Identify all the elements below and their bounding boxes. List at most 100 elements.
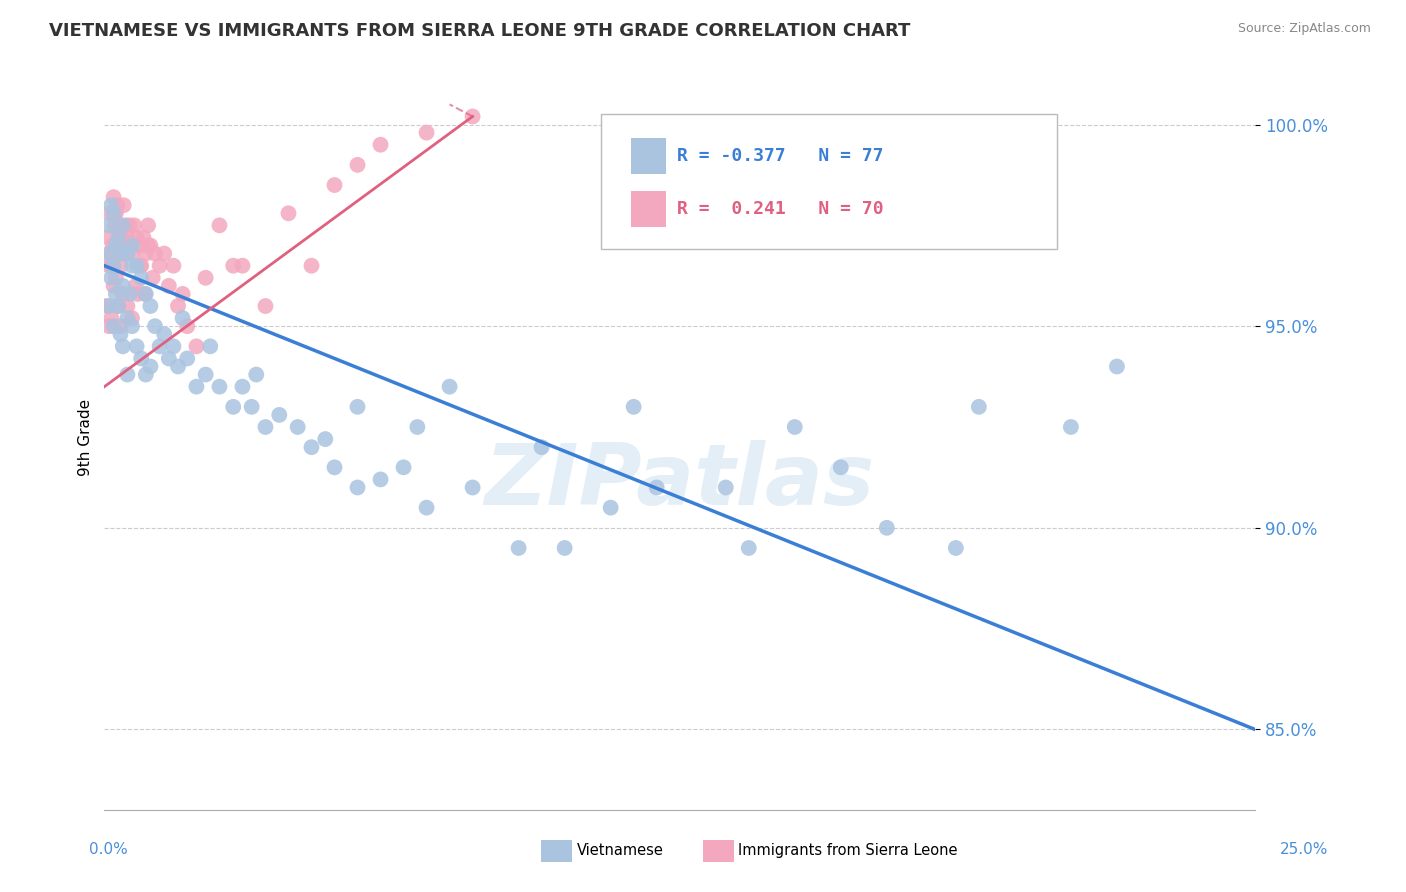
Point — [127, 287, 149, 301]
Point — [346, 400, 368, 414]
Point — [105, 198, 128, 212]
Point — [231, 379, 253, 393]
Point — [269, 408, 291, 422]
Point — [370, 137, 392, 152]
Point — [129, 351, 152, 366]
Point — [101, 238, 124, 252]
Point — [314, 432, 336, 446]
Point — [104, 238, 127, 252]
Point — [530, 440, 553, 454]
Text: ZIPatlas: ZIPatlas — [485, 441, 875, 524]
Point — [186, 339, 208, 353]
Point — [415, 500, 437, 515]
Point — [100, 270, 122, 285]
Point — [103, 259, 125, 273]
Point — [98, 299, 121, 313]
Point — [149, 259, 172, 273]
Point — [132, 230, 155, 244]
Point — [125, 230, 148, 244]
Text: Immigrants from Sierra Leone: Immigrants from Sierra Leone — [738, 844, 957, 858]
Point — [157, 278, 180, 293]
Point — [157, 351, 180, 366]
Point — [208, 219, 231, 233]
FancyBboxPatch shape — [602, 114, 1057, 249]
Point — [104, 270, 127, 285]
Point — [149, 339, 172, 353]
Point — [121, 319, 143, 334]
Text: Source: ZipAtlas.com: Source: ZipAtlas.com — [1237, 22, 1371, 36]
Point — [136, 238, 159, 252]
Point — [508, 541, 530, 555]
Text: 0.0%: 0.0% — [89, 842, 128, 856]
Point — [104, 287, 127, 301]
Point — [107, 246, 129, 260]
Point — [103, 190, 125, 204]
Point — [111, 238, 134, 252]
Text: 25.0%: 25.0% — [1281, 842, 1329, 856]
Point — [125, 339, 148, 353]
Point — [153, 246, 176, 260]
Point — [117, 246, 139, 260]
Point — [139, 238, 162, 252]
Point — [135, 246, 157, 260]
Point — [406, 420, 429, 434]
Point — [162, 339, 184, 353]
Point — [100, 246, 122, 260]
Point — [96, 299, 118, 313]
Point — [208, 379, 231, 393]
Point — [254, 299, 277, 313]
Point — [112, 198, 135, 212]
Point — [98, 206, 121, 220]
Point — [301, 259, 323, 273]
Point — [231, 259, 253, 273]
Point — [107, 299, 129, 313]
Point — [245, 368, 267, 382]
Point — [323, 178, 346, 192]
Point — [370, 472, 392, 486]
Point — [103, 206, 125, 220]
Point — [143, 319, 166, 334]
Point — [110, 259, 132, 273]
Point — [162, 259, 184, 273]
Point — [108, 219, 131, 233]
Point — [783, 420, 806, 434]
Point — [167, 359, 190, 374]
Point — [876, 521, 898, 535]
Point — [129, 259, 152, 273]
Point — [222, 400, 245, 414]
Point — [142, 270, 165, 285]
Point — [167, 299, 190, 313]
Point — [103, 319, 125, 334]
Point — [115, 219, 138, 233]
Bar — [631, 191, 666, 227]
Point — [714, 481, 737, 495]
Point — [240, 400, 263, 414]
Point — [200, 339, 222, 353]
Point — [186, 379, 208, 393]
Point — [599, 500, 621, 515]
Point — [107, 230, 129, 244]
Point — [111, 230, 134, 244]
Point — [117, 311, 139, 326]
Point — [103, 278, 125, 293]
Point — [100, 259, 122, 273]
Point — [139, 299, 162, 313]
Point — [967, 400, 990, 414]
Point — [134, 287, 156, 301]
Point — [194, 368, 217, 382]
Point — [125, 259, 148, 273]
Point — [738, 541, 761, 555]
Point — [461, 110, 484, 124]
Point — [254, 420, 277, 434]
Point — [111, 278, 134, 293]
Point — [176, 351, 198, 366]
Point — [128, 238, 150, 252]
Point — [129, 259, 152, 273]
Point — [121, 238, 143, 252]
Point — [135, 368, 157, 382]
Point — [111, 339, 134, 353]
Point — [136, 219, 159, 233]
Text: VIETNAMESE VS IMMIGRANTS FROM SIERRA LEONE 9TH GRADE CORRELATION CHART: VIETNAMESE VS IMMIGRANTS FROM SIERRA LEO… — [49, 22, 911, 40]
Point — [117, 230, 139, 244]
Text: Vietnamese: Vietnamese — [576, 844, 664, 858]
